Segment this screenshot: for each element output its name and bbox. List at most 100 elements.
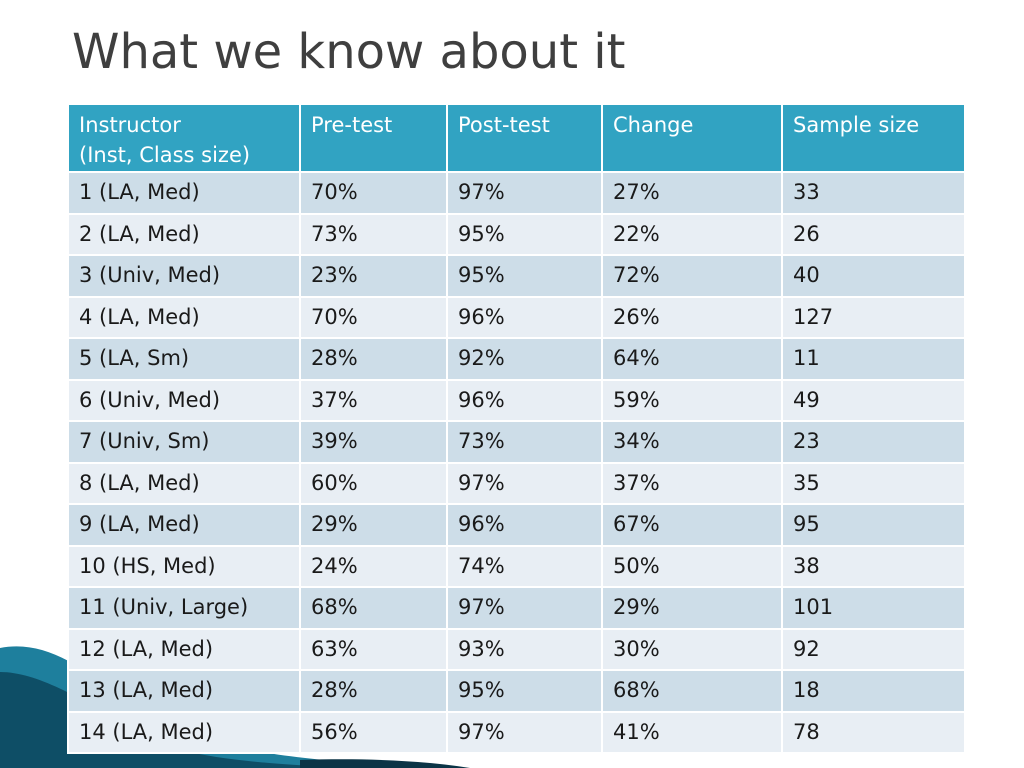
cell-sample-size: 49 — [781, 378, 966, 422]
cell-instructor: 13 (LA, Med) — [67, 669, 301, 713]
cell-post-test: 93% — [446, 627, 603, 671]
cell-sample-size: 78 — [781, 710, 966, 754]
slide-title: What we know about it — [72, 24, 626, 80]
table-row: 10 (HS, Med) 24% 74% 50% 38 — [67, 544, 966, 588]
cell-instructor: 12 (LA, Med) — [67, 627, 301, 671]
cell-change: 41% — [601, 710, 783, 754]
cell-sample-size: 95 — [781, 503, 966, 547]
table-row: 1 (LA, Med) 70% 97% 27% 33 — [67, 171, 966, 215]
table-row: 12 (LA, Med) 63% 93% 30% 92 — [67, 627, 966, 671]
cell-instructor: 6 (Univ, Med) — [67, 378, 301, 422]
cell-instructor: 7 (Univ, Sm) — [67, 420, 301, 464]
cell-pre-test: 70% — [299, 295, 448, 339]
table-row: 2 (LA, Med) 73% 95% 22% 26 — [67, 212, 966, 256]
table-row: 7 (Univ, Sm) 39% 73% 34% 23 — [67, 420, 966, 464]
cell-pre-test: 28% — [299, 337, 448, 381]
cell-change: 59% — [601, 378, 783, 422]
cell-post-test: 95% — [446, 669, 603, 713]
table-row: 8 (LA, Med) 60% 97% 37% 35 — [67, 461, 966, 505]
cell-sample-size: 18 — [781, 669, 966, 713]
cell-pre-test: 68% — [299, 586, 448, 630]
cell-pre-test: 63% — [299, 627, 448, 671]
table-row: 5 (LA, Sm) 28% 92% 64% 11 — [67, 337, 966, 381]
cell-post-test: 92% — [446, 337, 603, 381]
cell-pre-test: 73% — [299, 212, 448, 256]
cell-instructor: 2 (LA, Med) — [67, 212, 301, 256]
cell-post-test: 96% — [446, 503, 603, 547]
cell-change: 27% — [601, 171, 783, 215]
header-instructor-line-1: Instructor — [79, 113, 181, 137]
header-instructor: Instructor (Inst, Class size) — [67, 103, 301, 173]
cell-pre-test: 39% — [299, 420, 448, 464]
table-row: 13 (LA, Med) 28% 95% 68% 18 — [67, 669, 966, 713]
header-pre-test: Pre-test — [299, 103, 448, 173]
table-row: 11 (Univ, Large) 68% 97% 29% 101 — [67, 586, 966, 630]
header-post-test-label: Post-test — [458, 113, 550, 137]
cell-instructor: 10 (HS, Med) — [67, 544, 301, 588]
cell-sample-size: 101 — [781, 586, 966, 630]
cell-instructor: 5 (LA, Sm) — [67, 337, 301, 381]
header-instructor-line-2: (Inst, Class size) — [79, 143, 251, 167]
cell-change: 34% — [601, 420, 783, 464]
cell-sample-size: 92 — [781, 627, 966, 671]
cell-instructor: 11 (Univ, Large) — [67, 586, 301, 630]
cell-instructor: 4 (LA, Med) — [67, 295, 301, 339]
cell-post-test: 97% — [446, 710, 603, 754]
cell-change: 50% — [601, 544, 783, 588]
cell-post-test: 97% — [446, 461, 603, 505]
cell-post-test: 97% — [446, 171, 603, 215]
cell-change: 26% — [601, 295, 783, 339]
header-pre-test-label: Pre-test — [311, 113, 393, 137]
cell-change: 30% — [601, 627, 783, 671]
header-sample-size-label: Sample size — [793, 113, 920, 137]
table-header: Instructor (Inst, Class size) Pre-test P… — [67, 103, 966, 173]
cell-pre-test: 60% — [299, 461, 448, 505]
header-change: Change — [601, 103, 783, 173]
cell-change: 67% — [601, 503, 783, 547]
header-row: Instructor (Inst, Class size) Pre-test P… — [67, 103, 966, 173]
wave-tail-shape — [300, 759, 470, 768]
cell-sample-size: 40 — [781, 254, 966, 298]
cell-instructor: 14 (LA, Med) — [67, 710, 301, 754]
results-table: Instructor (Inst, Class size) Pre-test P… — [67, 103, 966, 754]
table-row: 4 (LA, Med) 70% 96% 26% 127 — [67, 295, 966, 339]
cell-pre-test: 23% — [299, 254, 448, 298]
cell-change: 29% — [601, 586, 783, 630]
cell-change: 68% — [601, 669, 783, 713]
cell-instructor: 8 (LA, Med) — [67, 461, 301, 505]
cell-pre-test: 28% — [299, 669, 448, 713]
cell-pre-test: 24% — [299, 544, 448, 588]
cell-sample-size: 11 — [781, 337, 966, 381]
cell-change: 64% — [601, 337, 783, 381]
table-row: 14 (LA, Med) 56% 97% 41% 78 — [67, 710, 966, 754]
cell-sample-size: 26 — [781, 212, 966, 256]
cell-change: 72% — [601, 254, 783, 298]
cell-post-test: 95% — [446, 212, 603, 256]
cell-change: 37% — [601, 461, 783, 505]
cell-post-test: 96% — [446, 295, 603, 339]
cell-post-test: 97% — [446, 586, 603, 630]
cell-post-test: 74% — [446, 544, 603, 588]
table-row: 9 (LA, Med) 29% 96% 67% 95 — [67, 503, 966, 547]
cell-post-test: 96% — [446, 378, 603, 422]
cell-pre-test: 70% — [299, 171, 448, 215]
header-change-label: Change — [613, 113, 694, 137]
header-post-test: Post-test — [446, 103, 603, 173]
cell-instructor: 1 (LA, Med) — [67, 171, 301, 215]
cell-pre-test: 56% — [299, 710, 448, 754]
cell-change: 22% — [601, 212, 783, 256]
cell-sample-size: 38 — [781, 544, 966, 588]
cell-instructor: 9 (LA, Med) — [67, 503, 301, 547]
cell-post-test: 73% — [446, 420, 603, 464]
cell-instructor: 3 (Univ, Med) — [67, 254, 301, 298]
header-sample-size: Sample size — [781, 103, 966, 173]
cell-post-test: 95% — [446, 254, 603, 298]
cell-sample-size: 35 — [781, 461, 966, 505]
cell-sample-size: 23 — [781, 420, 966, 464]
cell-pre-test: 37% — [299, 378, 448, 422]
cell-sample-size: 127 — [781, 295, 966, 339]
table-row: 6 (Univ, Med) 37% 96% 59% 49 — [67, 378, 966, 422]
table-row: 3 (Univ, Med) 23% 95% 72% 40 — [67, 254, 966, 298]
cell-sample-size: 33 — [781, 171, 966, 215]
cell-pre-test: 29% — [299, 503, 448, 547]
